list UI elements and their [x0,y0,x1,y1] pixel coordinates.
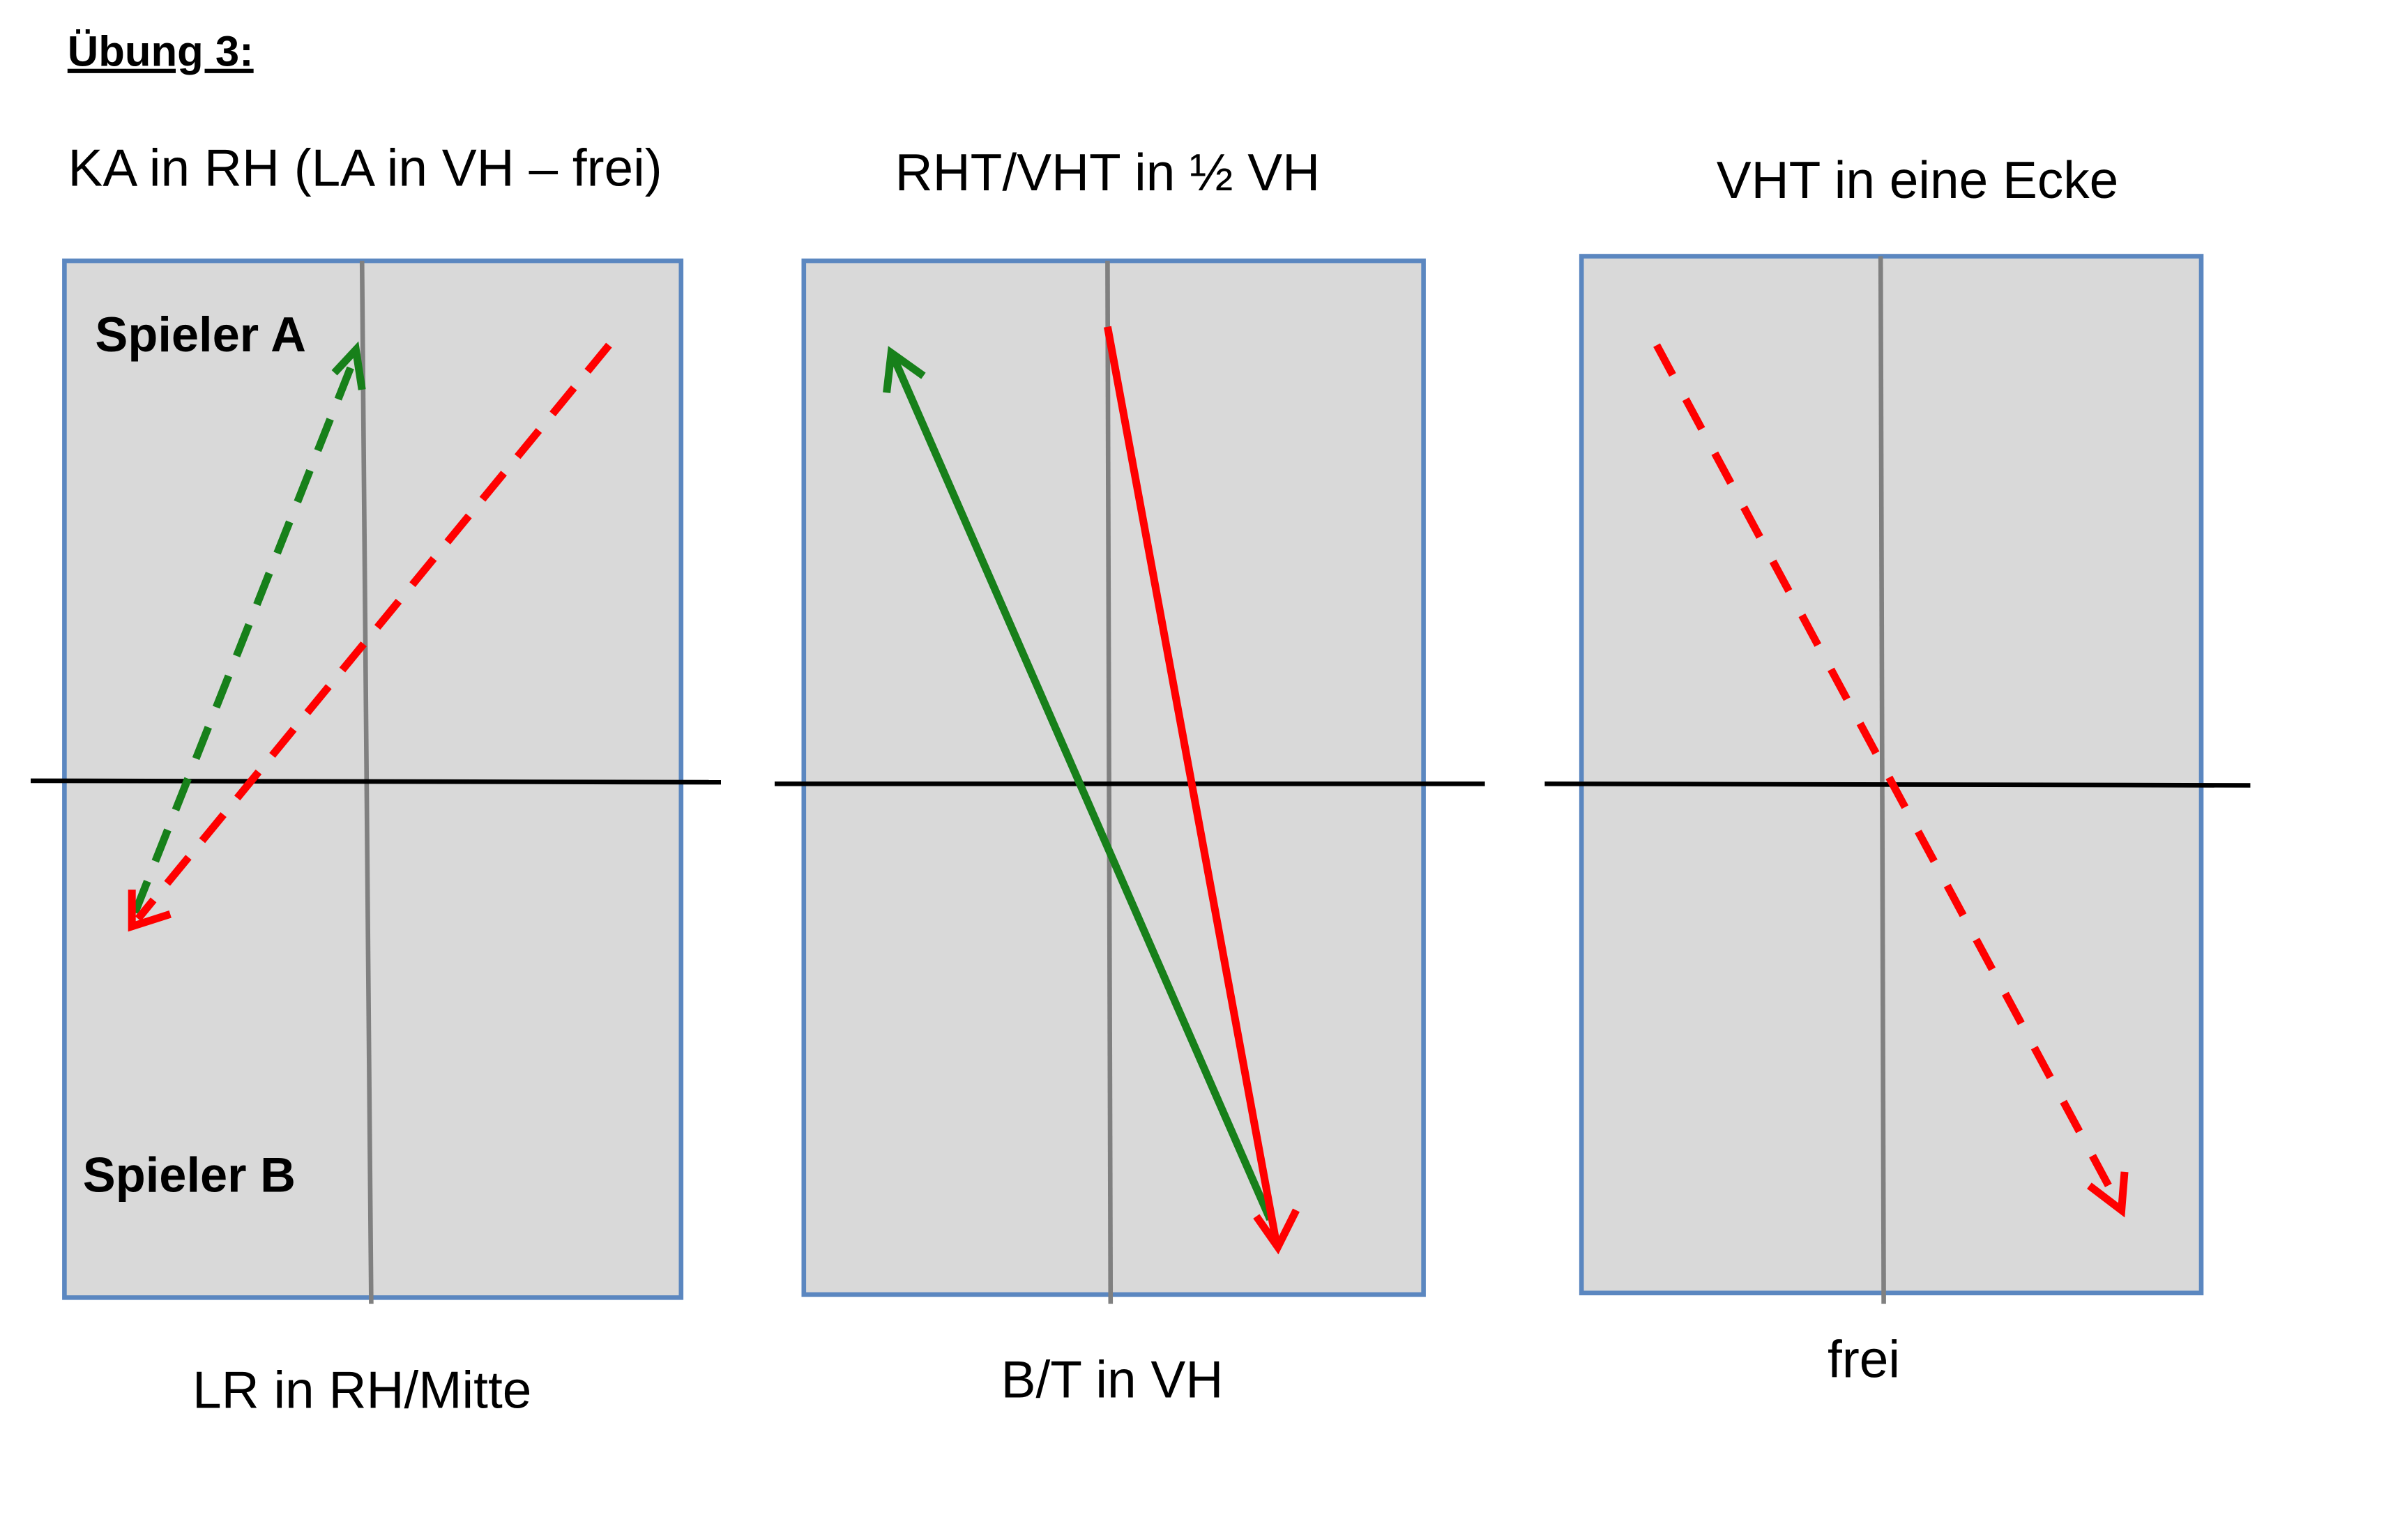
arrow [890,357,1274,1221]
arrow [135,342,612,922]
panel-title: RHT/VHT in ½ VH [895,143,1321,201]
arrow [131,360,357,915]
arrowhead [883,346,926,393]
panel-caption: B/T in VH [1001,1350,1224,1408]
player-label: Spieler A [95,307,306,362]
court [801,258,1426,1297]
player-label: Spieler B [83,1147,296,1202]
arrow [1103,326,1280,1244]
net [30,778,722,785]
net [1544,782,2251,788]
arrow [1653,343,2122,1206]
arrowhead [128,890,172,932]
panel-title: VHT in eine Ecke [1717,151,2119,209]
center-line [1878,256,1886,1304]
panel-caption: LR in RH/Mitte [192,1361,531,1419]
arrowhead [1253,1208,1300,1255]
panel-title: KA in RH (LA in VH – frei) [68,138,662,197]
arrowhead [2087,1171,2129,1218]
title: Übung 3: [68,28,254,76]
arrowhead [331,341,366,390]
panel-caption: frei [1828,1330,1900,1389]
court [1579,254,2204,1295]
